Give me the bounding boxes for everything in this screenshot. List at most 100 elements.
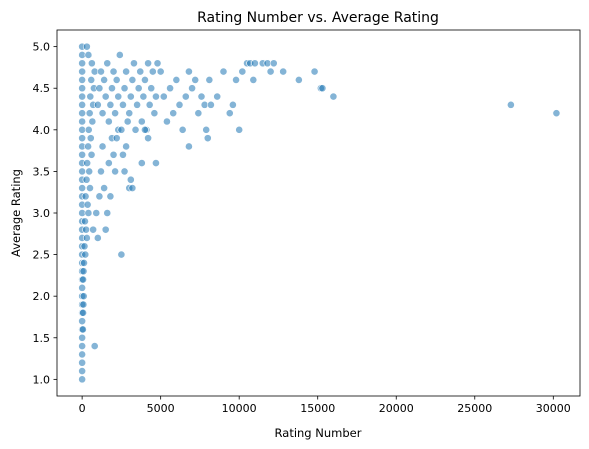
data-point: [81, 217, 89, 226]
x-tick-label: 10000: [222, 402, 257, 415]
y-tick-label: 5.0: [33, 41, 51, 54]
y-axis-label: Average Rating: [9, 169, 23, 257]
data-point: [318, 84, 327, 93]
data-point: [188, 84, 196, 93]
data-point: [86, 92, 95, 101]
data-point: [78, 367, 87, 375]
y-tick-label: 4.0: [33, 124, 51, 137]
y-axis-ticks: 1.0 1.5 2.0 2.5 3.0 3.5 4.0 4.5 5.0: [33, 41, 57, 386]
data-point: [148, 67, 157, 76]
data-point: [78, 117, 87, 126]
data-point: [117, 250, 126, 259]
data-point: [172, 76, 181, 84]
data-point: [78, 283, 87, 292]
data-point: [119, 100, 127, 109]
data-point: [100, 184, 109, 192]
data-point: [250, 59, 259, 68]
data-point: [84, 125, 93, 134]
chart-title: Rating Number vs. Average Rating: [197, 10, 439, 26]
data-point: [137, 117, 146, 126]
data-point: [114, 92, 123, 101]
data-point: [88, 117, 97, 126]
x-tick-label: 20000: [379, 402, 414, 415]
data-point: [203, 134, 212, 143]
data-point: [126, 92, 135, 101]
plot-frame: [56, 29, 581, 397]
data-point: [86, 134, 95, 143]
data-point: [79, 292, 88, 301]
x-tick-label: 0: [79, 402, 86, 415]
data-point: [79, 325, 87, 334]
data-point: [111, 109, 120, 118]
data-point: [103, 59, 112, 68]
data-point: [79, 275, 87, 284]
x-axis-label: Rating Number: [275, 426, 362, 440]
data-point: [87, 59, 96, 68]
data-point: [98, 109, 107, 118]
data-point: [109, 67, 118, 76]
data-point: [87, 150, 96, 159]
data-point: [119, 150, 127, 159]
data-point: [79, 267, 88, 276]
data-point: [97, 67, 105, 76]
data-point: [175, 100, 184, 109]
data-point: [78, 375, 87, 384]
data-point: [78, 125, 87, 134]
y-tick-label: 2.5: [33, 249, 51, 262]
data-point: [141, 76, 149, 84]
data-point: [106, 192, 115, 201]
data-point: [78, 184, 87, 192]
data-point: [152, 92, 160, 101]
data-point: [202, 125, 211, 134]
y-tick-label: 3.0: [33, 207, 51, 220]
data-point: [101, 92, 110, 101]
data-points: [78, 42, 561, 384]
y-tick-label: 2.0: [33, 290, 51, 303]
data-point: [79, 300, 88, 309]
y-tick-label: 1.0: [33, 373, 51, 386]
data-point: [84, 209, 93, 217]
data-point: [125, 109, 134, 118]
data-point: [152, 159, 160, 167]
data-point: [122, 142, 131, 151]
data-point: [115, 51, 124, 59]
data-point: [117, 125, 126, 134]
data-point: [78, 150, 87, 159]
data-point: [86, 184, 94, 192]
y-tick-label: 1.5: [33, 332, 51, 345]
data-point: [137, 159, 146, 167]
data-point: [81, 192, 90, 201]
data-point: [100, 76, 109, 84]
data-point: [238, 67, 247, 76]
data-point: [82, 234, 91, 242]
data-point: [80, 242, 89, 251]
data-point: [213, 92, 222, 101]
data-point: [194, 109, 203, 118]
data-point: [191, 76, 200, 84]
data-point: [85, 167, 94, 176]
x-tick-label: 15000: [300, 402, 335, 415]
data-point: [249, 76, 258, 84]
data-point: [120, 167, 129, 176]
data-point: [81, 250, 90, 259]
data-point: [156, 67, 165, 76]
data-point: [83, 159, 92, 167]
data-point: [101, 225, 110, 234]
data-point: [78, 92, 87, 101]
data-point: [139, 92, 148, 101]
data-point: [78, 342, 87, 350]
data-point: [552, 109, 561, 118]
data-point: [163, 117, 171, 126]
data-point: [95, 192, 104, 201]
data-point: [108, 84, 116, 93]
data-point: [145, 100, 154, 109]
data-point: [78, 350, 87, 359]
x-axis-ticks: 0 5000 10000 15000 20000 25000 30000: [79, 396, 571, 415]
data-point: [207, 100, 215, 109]
data-point: [228, 100, 237, 109]
data-point: [90, 342, 99, 350]
data-point: [266, 67, 275, 76]
data-point: [294, 76, 303, 84]
data-point: [78, 59, 87, 68]
data-point: [82, 42, 91, 51]
